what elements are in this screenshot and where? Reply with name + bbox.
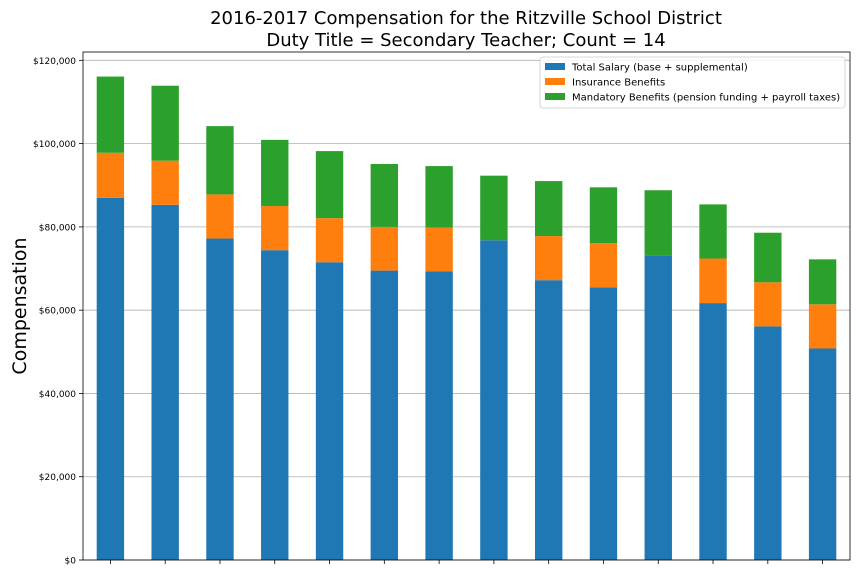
y-tick-label: $0	[65, 557, 77, 567]
bar-segment-2	[534, 236, 563, 281]
bar-segment-2	[808, 304, 837, 349]
bar-segment-3	[534, 181, 563, 237]
bar-segment-2	[425, 227, 453, 272]
legend-swatch	[545, 63, 565, 70]
gridlines	[83, 59, 850, 561]
bars	[96, 76, 837, 561]
bar-segment-2	[589, 243, 618, 288]
y-axis-label: Compensation	[9, 237, 31, 374]
plot-frame	[82, 51, 851, 561]
bar-segment-1	[699, 303, 727, 560]
bar-segment-1	[96, 197, 125, 560]
bar-segment-2	[261, 206, 289, 251]
bar-segment-3	[261, 139, 289, 207]
bar-segment-2	[96, 152, 125, 198]
legend-label: Insurance Benefits	[572, 78, 665, 89]
bar-segment-3	[480, 175, 508, 241]
bar-segment-2	[151, 160, 179, 205]
y-tick-label: $60,000	[39, 307, 76, 317]
bar-segment-1	[808, 348, 837, 560]
bar-segment-1	[754, 326, 782, 560]
legend-swatch	[545, 93, 565, 100]
axes: $0 $20,000 $40,000 $60,000 $80,000 $100,000 $1…	[33, 51, 851, 567]
bar-segment-3	[589, 187, 618, 244]
bar-segment-2	[206, 194, 234, 239]
y-tick-label: $40,000	[39, 390, 76, 400]
bar-segment-1	[151, 204, 179, 560]
bar-segment-1	[534, 280, 563, 560]
y-tick-label: $20,000	[39, 473, 76, 483]
bar-segment-3	[425, 166, 453, 228]
bar-segment-2	[754, 282, 782, 327]
chart-title: 2016-2017 Compensation for the Ritzville…	[210, 8, 722, 29]
bar-segment-1	[589, 287, 618, 560]
bar-segment-1	[206, 238, 234, 561]
bar-segment-3	[699, 204, 727, 259]
bar-segment-3	[808, 259, 837, 305]
bar-segment-2	[370, 226, 399, 271]
bar-segment-3	[96, 76, 125, 153]
bar-segment-1	[425, 271, 453, 560]
bar-segment-3	[370, 164, 399, 227]
bar-segment-2	[699, 258, 727, 304]
legend-label: Total Salary (base + supplemental)	[571, 63, 748, 74]
bar-segment-1	[261, 250, 289, 560]
y-tick-label: $80,000	[39, 223, 76, 233]
y-tick-label: $100,000	[33, 140, 76, 150]
y-tick-label: $120,000	[33, 57, 76, 67]
bar-segment-1	[480, 240, 508, 560]
bar-segment-3	[151, 85, 179, 161]
bar-segment-1	[370, 270, 399, 560]
legend: Total Salary (base + supplemental) Insura…	[539, 56, 846, 109]
bar-segment-3	[644, 190, 672, 256]
bar-segment-2	[315, 218, 344, 263]
legend-label: Mandatory Benefits (pension funding + pa…	[572, 93, 840, 104]
legend-box	[539, 56, 846, 109]
bar-segment-3	[315, 151, 344, 219]
bar-segment-1	[644, 255, 672, 560]
legend-swatch	[545, 78, 565, 85]
bar-segment-3	[754, 232, 782, 283]
chart-subtitle: Duty Title = Secondary Teacher; Count = …	[266, 30, 666, 51]
bar-segment-3	[206, 126, 234, 195]
bar-segment-1	[315, 262, 344, 560]
